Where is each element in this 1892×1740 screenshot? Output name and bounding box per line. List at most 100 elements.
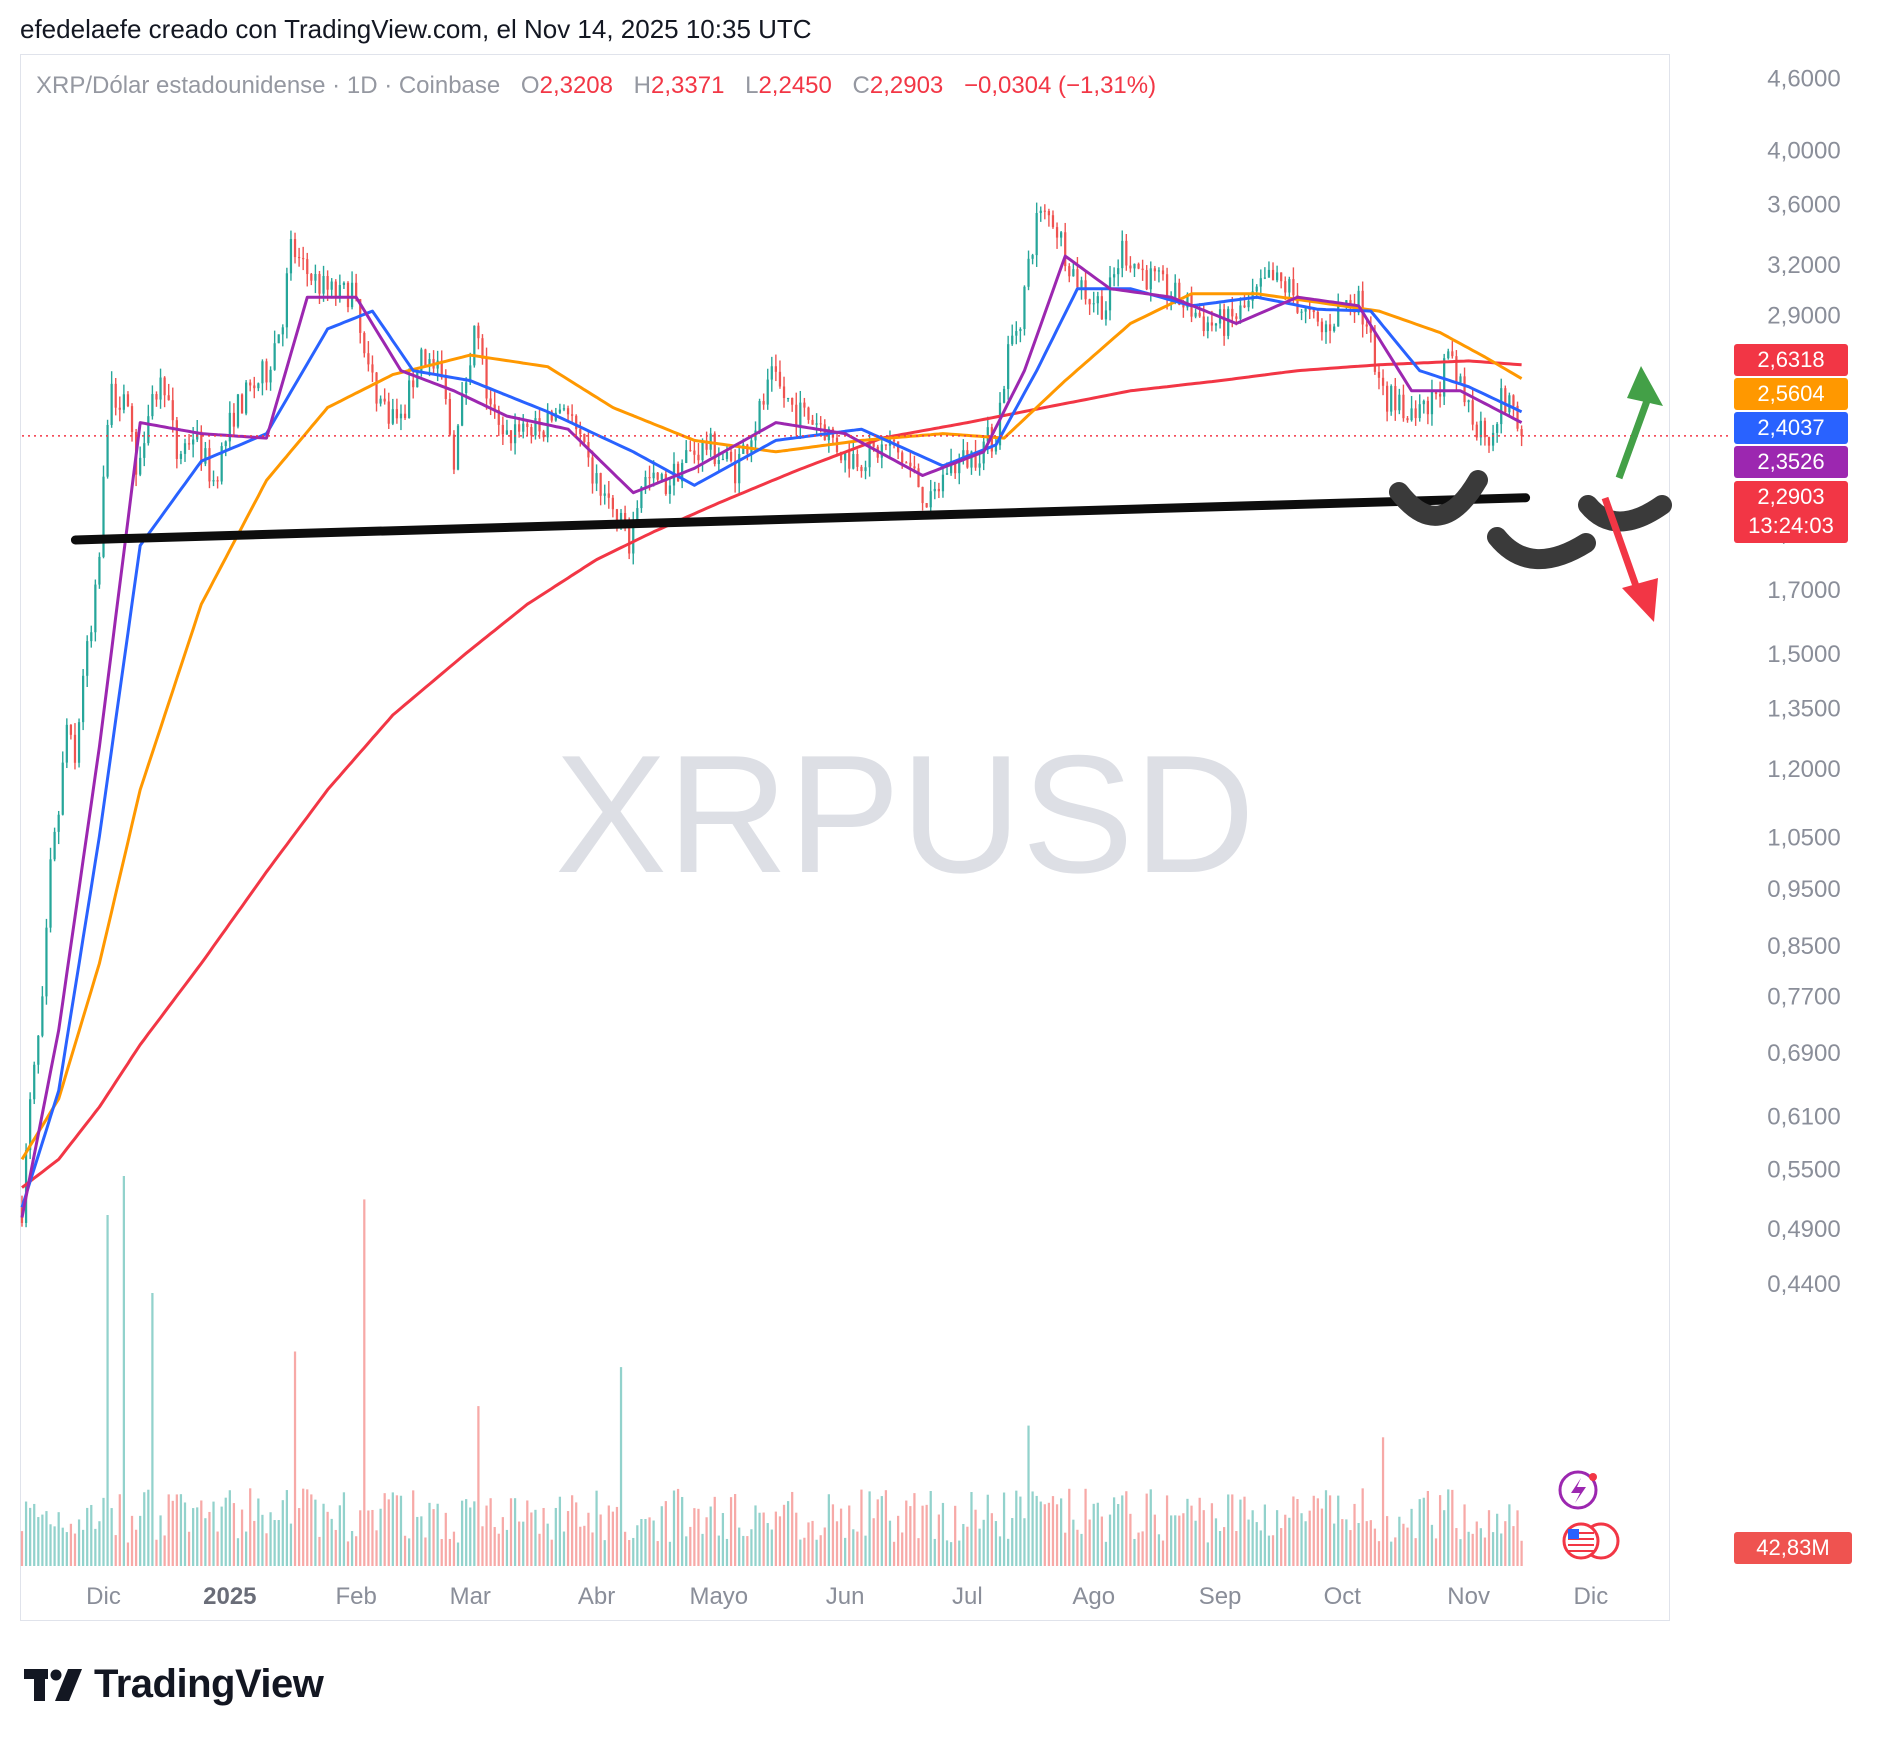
volume-bar: [811, 1520, 814, 1566]
candle-body: [1434, 391, 1438, 395]
candle-body: [856, 454, 859, 467]
candle-body: [778, 371, 782, 387]
candle-body: [1504, 388, 1507, 413]
candle-body: [958, 458, 961, 474]
candle-body: [1300, 311, 1303, 313]
volume-bar: [493, 1527, 496, 1566]
volume-bar: [1337, 1495, 1340, 1566]
volume-bar: [265, 1533, 268, 1566]
candle-body: [1055, 227, 1059, 238]
candle-body: [1100, 296, 1103, 320]
volume-bar: [432, 1509, 435, 1566]
candle-body: [937, 488, 940, 492]
volume-bar: [1076, 1529, 1079, 1566]
volume-bar: [383, 1493, 386, 1566]
volume-bar: [1121, 1495, 1124, 1566]
volume-bar: [595, 1490, 598, 1566]
candle-body: [399, 413, 403, 419]
volume-bar: [41, 1514, 44, 1566]
low-value: 2,2450: [758, 72, 832, 99]
change-value: −0,0304 (−1,31%): [963, 72, 1157, 99]
y-axis-tick-label: 4,6000: [1767, 66, 1840, 93]
symbol-label[interactable]: XRP/Dólar estadounidense · 1D · Coinbase: [36, 72, 501, 99]
candle-body: [575, 415, 578, 430]
candle-body: [106, 424, 109, 477]
candle-body: [1312, 310, 1315, 313]
volume-bar: [1300, 1513, 1303, 1566]
volume-bar: [970, 1492, 973, 1566]
candle-body: [1377, 371, 1381, 378]
tradingview-logo[interactable]: TradingView: [24, 1662, 324, 1707]
volume-bar: [412, 1490, 415, 1566]
volume-bar: [676, 1488, 680, 1566]
candle-body: [493, 404, 496, 410]
volume-bar: [24, 1501, 28, 1566]
volume-bar: [933, 1538, 936, 1566]
volume-bar: [546, 1523, 549, 1566]
candle-body: [762, 401, 765, 405]
volume-bar: [632, 1537, 635, 1566]
volume-bar: [721, 1513, 725, 1566]
candle-body: [599, 473, 602, 496]
candle-body: [1117, 268, 1120, 275]
volume-bar: [998, 1536, 1002, 1566]
candle-body: [550, 411, 553, 421]
candle-body: [1015, 331, 1018, 336]
volume-bar: [1328, 1495, 1332, 1566]
volume-bar: [587, 1512, 590, 1566]
volume-bar: [974, 1509, 977, 1566]
candle-body: [1508, 395, 1511, 413]
volume-bar: [1178, 1515, 1181, 1566]
candle-body: [1390, 386, 1393, 412]
volume-bar: [599, 1514, 602, 1566]
volume-bar: [913, 1493, 916, 1566]
volume-bar: [623, 1531, 627, 1566]
volume-bar: [1365, 1521, 1368, 1566]
candle-body: [82, 675, 85, 723]
y-axis-tick-label: 1,3500: [1767, 695, 1840, 722]
candle-body: [640, 486, 643, 509]
volume-bar: [208, 1511, 211, 1566]
volume-bar: [249, 1488, 252, 1566]
candle-body: [571, 414, 574, 416]
candle-body: [1463, 376, 1466, 403]
candle-body: [693, 450, 696, 455]
candle-body: [632, 521, 635, 554]
volume-bar: [603, 1540, 606, 1566]
volume-bar: [1263, 1504, 1266, 1566]
candle-body: [998, 402, 1002, 446]
volume-bar: [892, 1541, 896, 1566]
volume-bar: [1467, 1531, 1470, 1566]
candle-body: [1430, 391, 1434, 415]
volume-bar: [183, 1502, 187, 1566]
volume-bar: [888, 1520, 892, 1566]
volume-bar: [734, 1494, 737, 1566]
candle-body: [456, 425, 460, 470]
candle-body: [240, 394, 244, 414]
candle-body: [57, 814, 60, 832]
candle-body: [526, 423, 529, 428]
volume-bar: [742, 1535, 745, 1566]
candle-body: [1108, 277, 1112, 311]
chart-frame[interactable]: [20, 54, 1670, 1621]
volume-bar: [571, 1495, 574, 1566]
candle-body: [628, 523, 631, 554]
volume-bar: [823, 1527, 826, 1566]
candle-body: [24, 1150, 28, 1223]
candle-body: [440, 360, 443, 378]
y-axis-tick-label: 0,5500: [1767, 1157, 1840, 1184]
candle-body: [884, 444, 888, 446]
candle-body: [473, 325, 476, 366]
volume-bar: [1031, 1491, 1034, 1566]
volume-bar: [49, 1524, 52, 1566]
candle-body: [98, 556, 101, 585]
volume-bar: [1104, 1541, 1108, 1566]
volume-bar: [1324, 1490, 1328, 1566]
candle-body: [1223, 309, 1226, 336]
candle-body: [277, 334, 280, 344]
candle-body: [86, 641, 89, 676]
candle-body: [611, 497, 614, 510]
volume-bar: [1129, 1513, 1132, 1566]
volume-bar: [791, 1491, 794, 1566]
